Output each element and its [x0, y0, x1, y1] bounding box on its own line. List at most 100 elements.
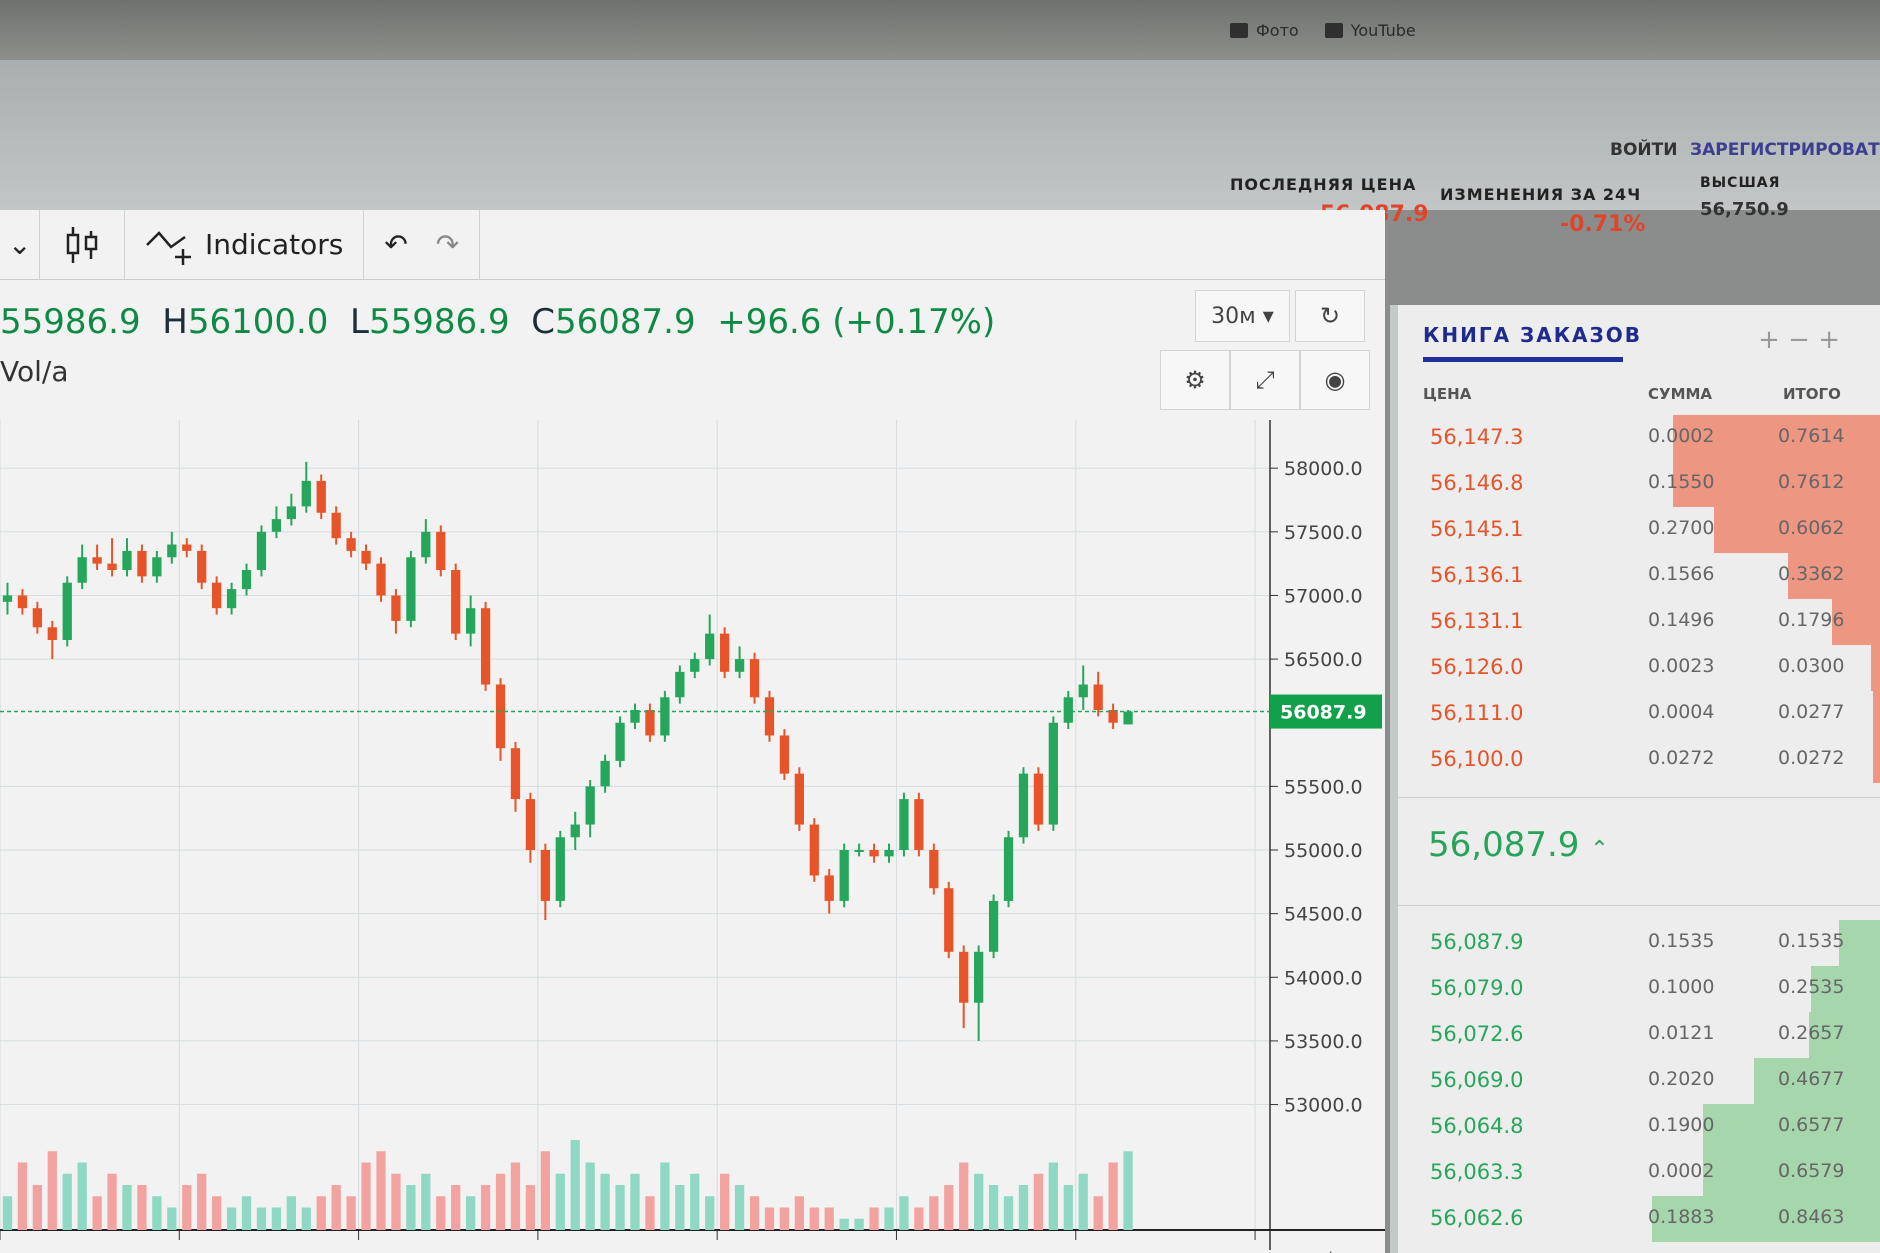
volume-bar: [720, 1173, 730, 1230]
col-amount-header: СУММА: [1648, 385, 1713, 403]
reset-button[interactable]: ↻: [1295, 290, 1365, 342]
candle-body: [839, 850, 849, 901]
candle-body: [645, 710, 655, 736]
depth-bar: [1673, 415, 1880, 461]
volume-bar: [600, 1173, 610, 1230]
open-value: 55986.9: [0, 302, 141, 342]
order-row[interactable]: 56,136.1 0.1566 0.3362: [1398, 553, 1880, 599]
candle-body: [167, 544, 177, 558]
candle-body: [376, 563, 386, 596]
login-link[interactable]: ВОЙТИ: [1610, 140, 1678, 160]
volume-bar: [779, 1207, 790, 1230]
volume-bar: [212, 1196, 222, 1230]
fullscreen-icon: ⤢: [1255, 366, 1275, 394]
bookmark[interactable]: YouTube: [1324, 21, 1416, 40]
candle-body: [1048, 722, 1058, 825]
redo-icon[interactable]: ↷: [435, 228, 460, 261]
bookmark[interactable]: Фото: [1230, 21, 1299, 40]
candle-body: [451, 570, 461, 634]
volume-bar: [167, 1207, 177, 1230]
order-amount: 0.1550: [1648, 471, 1715, 493]
volume-bar: [764, 1207, 775, 1230]
candle-body: [615, 722, 625, 761]
candle-body: [630, 710, 640, 723]
time-settings-icon[interactable]: ☼: [1318, 1246, 1343, 1253]
candle-body: [301, 480, 311, 507]
candlestick-chart[interactable]: 58000.0 57500.0 57000.0 56500.0 55500.0 55000…: [0, 420, 1385, 1253]
register-link[interactable]: ЗАРЕГИСТРИРОВАТЬСЯ: [1690, 140, 1880, 160]
active-tab-underline: [1423, 357, 1623, 362]
candle-body: [884, 850, 894, 857]
chart-type-button[interactable]: [40, 209, 125, 280]
order-amount: 0.0121: [1648, 1022, 1715, 1044]
volume-bar: [555, 1173, 565, 1230]
volume-bar: [62, 1173, 72, 1230]
order-row[interactable]: 56,064.8 0.1900 0.6577: [1398, 1104, 1880, 1150]
order-row[interactable]: 56,147.3 0.0002 0.7614: [1398, 415, 1880, 461]
volume-bar: [346, 1196, 356, 1230]
candle-body: [734, 659, 745, 672]
order-amount: 0.2020: [1648, 1068, 1715, 1090]
volume-bar: [107, 1173, 117, 1230]
screenshot-button[interactable]: ◉: [1300, 350, 1370, 410]
candle-body: [809, 824, 819, 876]
volume-bar: [988, 1185, 999, 1230]
order-row[interactable]: 56,069.0 0.2020 0.4677: [1398, 1058, 1880, 1104]
order-total: 0.0272: [1778, 747, 1845, 769]
grouping-controls[interactable]: + − +: [1758, 325, 1840, 355]
interval-dropdown[interactable]: 30м ▾: [1195, 290, 1290, 342]
candle-body: [1003, 837, 1014, 901]
volume-bar: [286, 1196, 296, 1230]
candle-body: [1033, 773, 1044, 825]
candle-body: [92, 557, 102, 564]
volume-bar: [241, 1196, 252, 1230]
symbol-dropdown[interactable]: ⌄: [0, 209, 40, 280]
indicators-icon: [146, 230, 191, 265]
candle-body: [436, 531, 446, 570]
order-row[interactable]: 56,072.6 0.0121 0.2657: [1398, 1012, 1880, 1058]
volume-bar: [256, 1207, 267, 1230]
fullscreen-button[interactable]: ⤢: [1230, 350, 1300, 410]
ohlc-legend: 55986.9 H56100.0 L55986.9 C56087.9 +96.6…: [0, 302, 995, 342]
order-total: 0.0277: [1778, 701, 1845, 723]
indicators-button[interactable]: Indicators: [125, 209, 365, 280]
settings-button[interactable]: ⚙: [1160, 350, 1230, 410]
volume-bar: [376, 1151, 386, 1230]
volume-bar: [226, 1207, 237, 1230]
divider: [1398, 797, 1880, 798]
order-row[interactable]: 56,111.0 0.0004 0.0277: [1398, 691, 1880, 737]
depth-bar: [1702, 1150, 1880, 1196]
y-tick-label: 54500.0: [1284, 904, 1363, 926]
order-row[interactable]: 56,062.6 0.1883 0.8463: [1398, 1196, 1880, 1242]
candle-body: [466, 608, 476, 634]
order-row[interactable]: 56,145.1 0.2700 0.6062: [1398, 507, 1880, 553]
candle-body: [974, 951, 984, 1003]
order-book-tab[interactable]: КНИГА ЗАКАЗОВ: [1423, 323, 1642, 347]
divider: [1398, 905, 1880, 906]
candle-body: [77, 557, 87, 583]
order-row[interactable]: 56,146.8 0.1550 0.7612: [1398, 461, 1880, 507]
order-price: 56,145.1: [1430, 517, 1524, 541]
volume-bar: [361, 1162, 371, 1230]
volume-bar: [1078, 1173, 1088, 1230]
candle-body: [406, 557, 416, 621]
order-book: КНИГА ЗАКАЗОВ + − + ЦЕНА СУММА ИТОГО 56,…: [1390, 305, 1880, 1253]
volume-bar: [17, 1162, 28, 1230]
candle-body: [555, 837, 565, 901]
order-price: 56,087.9: [1430, 930, 1524, 954]
order-row[interactable]: 56,100.0 0.0272 0.0272: [1398, 737, 1880, 783]
volume-bar: [884, 1207, 894, 1230]
order-row[interactable]: 56,131.1 0.1496 0.1796: [1398, 599, 1880, 645]
order-row[interactable]: 56,063.3 0.0002 0.6579: [1398, 1150, 1880, 1196]
candle-body: [107, 563, 117, 570]
order-row[interactable]: 56,087.9 0.1535 0.1535: [1398, 920, 1880, 966]
order-row[interactable]: 56,126.0 0.0023 0.0300: [1398, 645, 1880, 691]
y-tick-label: 55500.0: [1284, 776, 1363, 798]
mid-price: 56,087.9 ⌃: [1428, 825, 1609, 865]
undo-icon[interactable]: ↶: [384, 228, 408, 261]
order-amount: 0.1496: [1648, 609, 1715, 631]
order-amount: 0.2700: [1648, 517, 1715, 539]
candle-body: [914, 799, 924, 850]
order-row[interactable]: 56,079.0 0.1000 0.2535: [1398, 966, 1880, 1012]
high-stat: ВЫСШАЯ 56,750.9: [1700, 175, 1789, 220]
